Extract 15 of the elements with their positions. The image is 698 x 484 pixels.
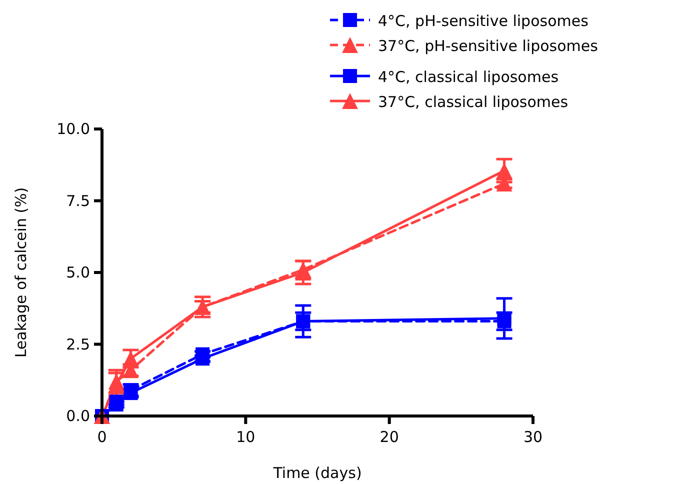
x-axis-title: Time (days) (272, 464, 362, 482)
y-tick-label: 0.0 (66, 407, 90, 425)
x-tick-label: 30 (523, 428, 543, 446)
y-tick-label: 10.0 (56, 120, 90, 138)
y-tick-label: 5.0 (66, 264, 90, 282)
y-tick-label: 2.5 (66, 335, 90, 354)
legend-label: 4°C, pH-sensitive liposomes (378, 12, 589, 30)
legend-label: 37°C, pH-sensitive liposomes (378, 37, 598, 55)
legend-label: 4°C, classical liposomes (378, 68, 559, 86)
y-tick-label: 7.5 (66, 192, 90, 210)
x-tick-label: 20 (380, 428, 399, 446)
x-tick-label: 0 (97, 428, 107, 446)
y-axis-title: Leakage of calcein (%) (12, 187, 30, 358)
x-tick-label: 10 (236, 428, 256, 446)
legend-label: 37°C, classical liposomes (378, 93, 568, 111)
